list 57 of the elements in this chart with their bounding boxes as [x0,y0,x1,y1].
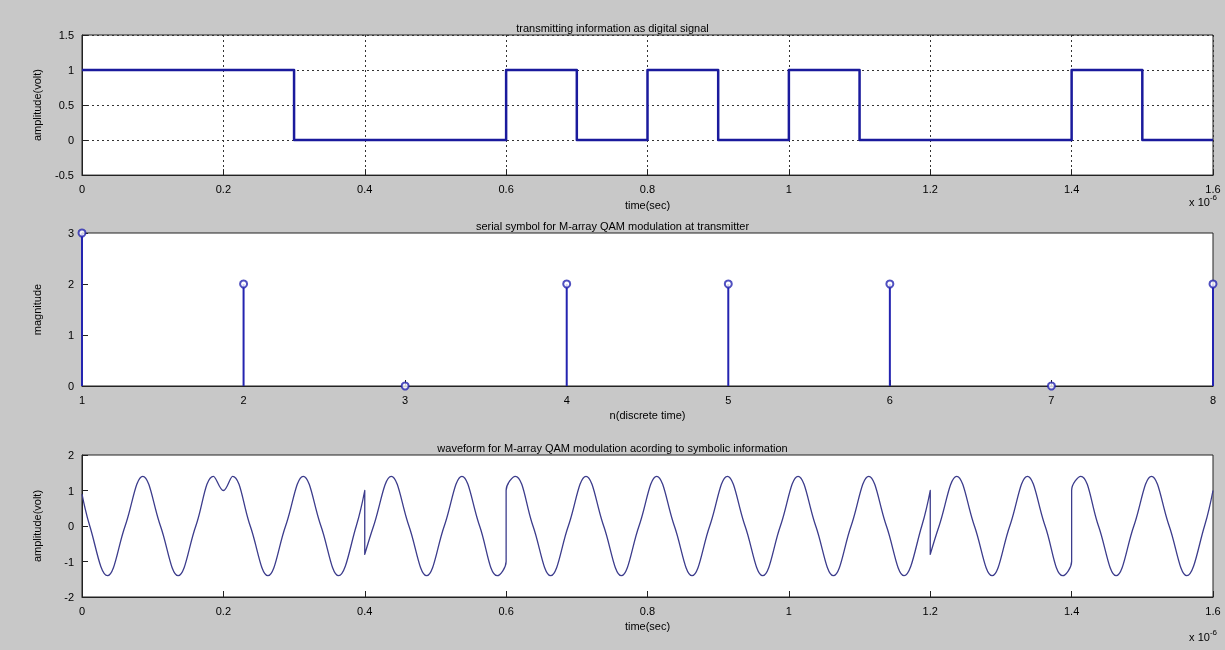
y-tick-label: 2 [67,449,74,461]
point [562,279,572,289]
x-tick-label: 1.4 [1063,182,1080,195]
x-tick-label: 8 [1209,393,1217,406]
x-tick-label: 1 [78,393,86,406]
x-tick-label: 0.4 [357,604,373,617]
y-tick-label: 1 [67,329,74,341]
x-tick-label: 0.6 [498,182,514,195]
x-tick-label: 6 [886,393,893,406]
x-tick-label: 2 [240,393,247,406]
y-tick-label: -1 [64,555,74,568]
y-tick-label: 2 [67,278,74,290]
x-tick-label: 4 [563,393,570,406]
x-tick-label: 3 [402,393,409,406]
y-tick-label: 0 [67,380,74,392]
point [400,381,410,391]
x-tick-label: 1 [785,182,792,195]
y-tick-label: -2 [64,591,74,603]
x-tick-label: 0.6 [498,604,514,617]
x-tick-label: 0.2 [215,182,232,195]
chart-title: transmitting information as digital signal [516,21,709,34]
point [885,279,895,289]
chart-title: waveform for M-array QAM modulation acording to symbolic information [436,441,788,454]
point [1046,381,1056,391]
y-tick-label: 3 [67,227,74,239]
y-tick-label: 0 [67,134,74,147]
y-axis-title: magnitude [30,283,43,336]
x-tick-label: 0.8 [639,182,656,195]
x-axis-title: time(sec) [624,620,671,633]
x-tick-label: 1.2 [922,604,938,617]
x-axis-title: time(sec) [624,198,671,211]
point [239,279,249,289]
x-tick-label: 1.2 [922,182,938,195]
y-tick-label: 0 [67,520,74,532]
y-tick-label: 1 [67,64,74,77]
y-tick-label: -0.5 [55,169,74,182]
x-tick-label: 1.4 [1063,604,1080,617]
x-tick-label: 0.4 [357,182,373,195]
x-tick-label: 1.6 [1205,604,1221,617]
x-axis-title: n(discrete time) [609,409,686,422]
y-tick-label: 1.5 [58,29,74,41]
y-tick-label: 1 [67,484,74,497]
chart-title: serial symbol for M-array QAM modulation at transmitter [475,219,750,232]
x-tick-label: 5 [725,393,732,406]
x-tick-label: 1 [785,604,792,617]
x-tick-label: 1.6 [1205,182,1221,195]
x-tick-label: 7 [1048,393,1055,406]
x-tick-label: 0 [78,182,86,195]
point [723,279,733,289]
y-axis-title: amplitude(volt) [30,489,43,563]
y-axis-title: amplitude(volt) [30,68,43,142]
y-tick-label: 0.5 [58,99,74,112]
x-tick-label: 0.2 [215,604,232,617]
x-tick-label: 0.8 [639,604,656,617]
x-tick-label: 0 [78,604,86,617]
point [77,228,87,238]
point [1208,279,1218,289]
